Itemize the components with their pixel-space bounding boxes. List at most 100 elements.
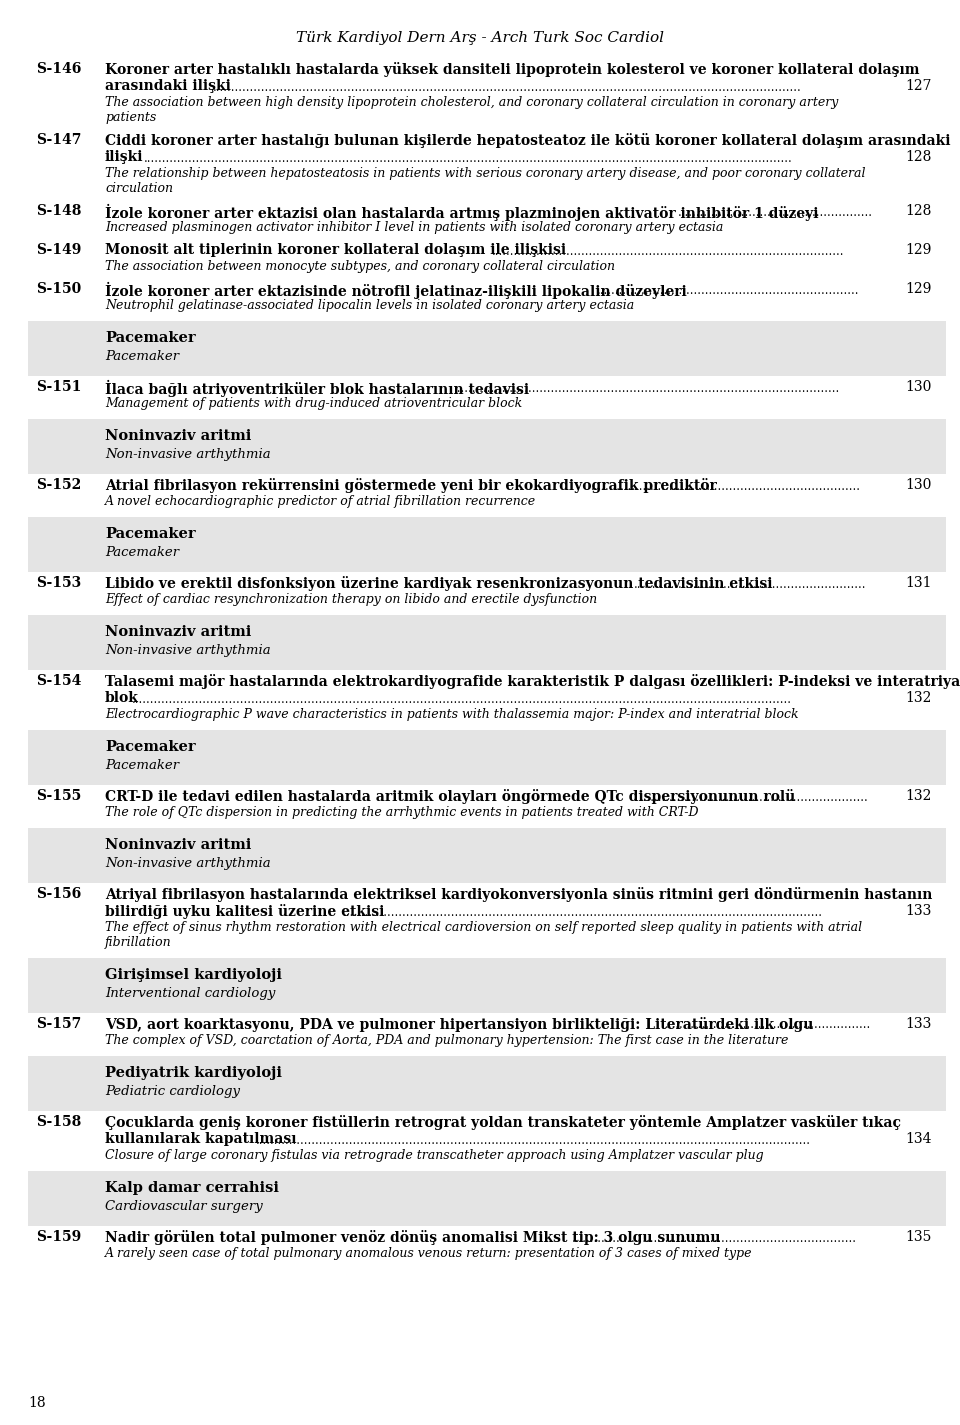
Text: The association between monocyte subtypes, and coronary collateral circulation: The association between monocyte subtype… bbox=[105, 259, 615, 274]
Text: 130: 130 bbox=[905, 477, 932, 492]
Text: Neutrophil gelatinase-associated lipocalin levels in isolated coronary artery ec: Neutrophil gelatinase-associated lipocal… bbox=[105, 299, 635, 312]
Text: Türk Kardiyol Dern Arş - Arch Turk Soc Cardiol: Türk Kardiyol Dern Arş - Arch Turk Soc C… bbox=[296, 31, 664, 46]
Text: ................................................................................: ........................................… bbox=[212, 80, 802, 94]
Text: Ciddi koroner arter hastalığı bulunan kişilerde hepatosteatoz ile kötü koroner k: Ciddi koroner arter hastalığı bulunan ki… bbox=[105, 133, 950, 148]
Text: Çocuklarda geniş koroner fistüllerin retrograt yoldan transkateter yöntemle Ampl: Çocuklarda geniş koroner fistüllerin ret… bbox=[105, 1114, 901, 1130]
Text: ................................................................................: ........................................… bbox=[454, 382, 840, 395]
Text: ................................................................................: ........................................… bbox=[144, 151, 793, 164]
Text: Monosit alt tiplerinin koroner kollateral dolaşım ile ilişkisi: Monosit alt tiplerinin koroner kollatera… bbox=[105, 244, 566, 256]
Text: The complex of VSD, coarctation of Aorta, PDA and pulmonary hypertension: The fi: The complex of VSD, coarctation of Aorta… bbox=[105, 1035, 788, 1047]
Text: S-150: S-150 bbox=[36, 282, 82, 296]
Text: The association between high density lipoprotein cholesterol, and coronary colla: The association between high density lip… bbox=[105, 95, 838, 108]
Text: S-154: S-154 bbox=[36, 674, 82, 688]
Text: ....................................................: ........................................… bbox=[678, 205, 873, 218]
Text: CRT-D ile tedavi edilen hastalarda aritmik olayları öngörmede QTc dispersiyonunu: CRT-D ile tedavi edilen hastalarda aritm… bbox=[105, 789, 795, 804]
Text: ................................................................................: ........................................… bbox=[132, 693, 792, 705]
Text: S-158: S-158 bbox=[36, 1114, 82, 1129]
Text: 132: 132 bbox=[905, 691, 932, 705]
Text: VSD, aort koarktasyonu, PDA ve pulmoner hipertansiyon birlikteliği: Literatürdek: VSD, aort koarktasyonu, PDA ve pulmoner … bbox=[105, 1017, 813, 1032]
Bar bbox=[28, 958, 946, 1013]
Bar bbox=[28, 1171, 946, 1226]
Text: ........................................................................: ........................................… bbox=[590, 479, 860, 493]
Text: S-147: S-147 bbox=[36, 133, 82, 147]
Text: 134: 134 bbox=[905, 1131, 932, 1146]
Text: 129: 129 bbox=[905, 282, 932, 296]
Text: Pediyatrik kardiyoloji: Pediyatrik kardiyoloji bbox=[105, 1066, 282, 1080]
Text: 131: 131 bbox=[905, 576, 932, 590]
Text: The role of QTc dispersion in predicting the arrhythmic events in patients treat: The role of QTc dispersion in predicting… bbox=[105, 807, 699, 819]
Text: 130: 130 bbox=[905, 380, 932, 393]
Text: Girişimsel kardiyoloji: Girişimsel kardiyoloji bbox=[105, 968, 282, 982]
Text: S-151: S-151 bbox=[36, 380, 82, 393]
Text: İzole koroner arter ektazisi olan hastalarda artmış plazminojen aktivatör inhibi: İzole koroner arter ektazisi olan hastal… bbox=[105, 204, 819, 221]
Text: Noninvaziv aritmi: Noninvaziv aritmi bbox=[105, 626, 252, 638]
Text: S-155: S-155 bbox=[36, 789, 82, 804]
Bar bbox=[28, 730, 946, 785]
Text: 128: 128 bbox=[905, 204, 932, 218]
Text: S-152: S-152 bbox=[36, 477, 82, 492]
Text: S-148: S-148 bbox=[36, 204, 82, 218]
Text: .............................................................: ........................................… bbox=[640, 791, 869, 804]
Text: İzole koroner arter ektazisinde nötrofil jelatinaz-ilişkili lipokalin düzeyleri: İzole koroner arter ektazisinde nötrofil… bbox=[105, 282, 686, 299]
Text: İlaca bağlı atriyoventriküler blok hastalarının tedavisi: İlaca bağlı atriyoventriküler blok hasta… bbox=[105, 380, 529, 398]
Text: ................................................................................: ........................................… bbox=[343, 905, 823, 919]
Bar bbox=[28, 517, 946, 571]
Bar bbox=[28, 1056, 946, 1112]
Text: ................................................................................: ........................................… bbox=[255, 1133, 811, 1147]
Bar bbox=[28, 828, 946, 884]
Text: fibrillation: fibrillation bbox=[105, 936, 172, 949]
Text: Kalp damar cerrahisi: Kalp damar cerrahisi bbox=[105, 1181, 279, 1196]
Text: arasındaki ilişki: arasındaki ilişki bbox=[105, 78, 230, 93]
Text: The effect of sinus rhythm restoration with electrical cardioversion on self rep: The effect of sinus rhythm restoration w… bbox=[105, 921, 862, 933]
Text: Nadir görülen total pulmoner venöz dönüş anomalisi Mikst tip: 3 olgu sunumu: Nadir görülen total pulmoner venöz dönüş… bbox=[105, 1230, 721, 1245]
Text: S-153: S-153 bbox=[36, 576, 82, 590]
Text: Noninvaziv aritmi: Noninvaziv aritmi bbox=[105, 429, 252, 443]
Text: Atrial fibrilasyon rekürrensini göstermede yeni bir ekokardiyografik prediktör: Atrial fibrilasyon rekürrensini gösterme… bbox=[105, 477, 717, 493]
Text: Pacemaker: Pacemaker bbox=[105, 546, 180, 559]
Text: Effect of cardiac resynchronization therapy on libido and erectile dysfunction: Effect of cardiac resynchronization ther… bbox=[105, 593, 597, 606]
Text: Pacemaker: Pacemaker bbox=[105, 351, 180, 363]
Text: Libido ve erektil disfonksiyon üzerine kardiyak resenkronizasyonun tedavisinin e: Libido ve erektil disfonksiyon üzerine k… bbox=[105, 576, 773, 591]
Text: A rarely seen case of total pulmonary anomalous venous return: presentation of 3: A rarely seen case of total pulmonary an… bbox=[105, 1247, 753, 1260]
Text: Pacemaker: Pacemaker bbox=[105, 331, 196, 345]
Text: Atriyal fibrilasyon hastalarında elektriksel kardiyokonversiyonla sinüs ritmini : Atriyal fibrilasyon hastalarında elektri… bbox=[105, 886, 932, 902]
Text: 135: 135 bbox=[905, 1230, 932, 1244]
Text: ............................................................................: ........................................… bbox=[572, 1231, 857, 1244]
Text: Koroner arter hastalıklı hastalarda yüksek dansiteli lipoprotein kolesterol ve k: Koroner arter hastalıklı hastalarda yüks… bbox=[105, 63, 920, 77]
Text: Talasemi majör hastalarında elektrokardiyografide karakteristik P dalgası özelli: Talasemi majör hastalarında elektrokardi… bbox=[105, 674, 960, 690]
Text: ilişki: ilişki bbox=[105, 150, 143, 164]
Text: 132: 132 bbox=[905, 789, 932, 804]
Text: 18: 18 bbox=[28, 1396, 46, 1409]
Bar bbox=[28, 321, 946, 376]
Text: bilirdiği uyku kalitesi üzerine etkisi: bilirdiği uyku kalitesi üzerine etkisi bbox=[105, 903, 384, 919]
Text: ..............................................................: ........................................… bbox=[634, 577, 867, 590]
Text: 127: 127 bbox=[905, 78, 932, 93]
Text: kullanılarak kapatılması: kullanılarak kapatılması bbox=[105, 1131, 297, 1146]
Text: Pediatric cardiology: Pediatric cardiology bbox=[105, 1084, 240, 1099]
Text: A novel echocardiographic predictor of atrial fibrillation recurrence: A novel echocardiographic predictor of a… bbox=[105, 494, 536, 507]
Text: Interventional cardiology: Interventional cardiology bbox=[105, 988, 276, 1000]
Text: Non-invasive arthythmia: Non-invasive arthythmia bbox=[105, 644, 271, 657]
Text: blok: blok bbox=[105, 691, 139, 705]
Text: S-159: S-159 bbox=[36, 1230, 82, 1244]
Text: Pacemaker: Pacemaker bbox=[105, 527, 196, 542]
Text: ................................................................................: ........................................… bbox=[492, 245, 844, 258]
Text: S-157: S-157 bbox=[36, 1017, 82, 1032]
Bar bbox=[28, 616, 946, 670]
Text: The relationship between hepatosteatosis in patients with serious coronary arter: The relationship between hepatosteatosis… bbox=[105, 167, 866, 180]
Text: 128: 128 bbox=[905, 150, 932, 164]
Text: 133: 133 bbox=[905, 1017, 932, 1032]
Text: Closure of large coronary fistulas via retrograde transcatheter approach using A: Closure of large coronary fistulas via r… bbox=[105, 1149, 763, 1161]
Bar bbox=[28, 419, 946, 475]
Text: patients: patients bbox=[105, 111, 156, 124]
Text: Cardiovascular surgery: Cardiovascular surgery bbox=[105, 1200, 263, 1213]
Text: Pacemaker: Pacemaker bbox=[105, 740, 196, 754]
Text: Electrocardiographic P wave characteristics in patients with thalassemia major: : Electrocardiographic P wave characterist… bbox=[105, 708, 799, 721]
Text: Pacemaker: Pacemaker bbox=[105, 760, 180, 772]
Text: Non-invasive arthythmia: Non-invasive arthythmia bbox=[105, 447, 271, 462]
Text: .......................................................: ........................................… bbox=[665, 1019, 872, 1032]
Text: Noninvaziv aritmi: Noninvaziv aritmi bbox=[105, 838, 252, 852]
Text: circulation: circulation bbox=[105, 182, 173, 195]
Text: S-149: S-149 bbox=[36, 244, 82, 256]
Text: 133: 133 bbox=[905, 903, 932, 918]
